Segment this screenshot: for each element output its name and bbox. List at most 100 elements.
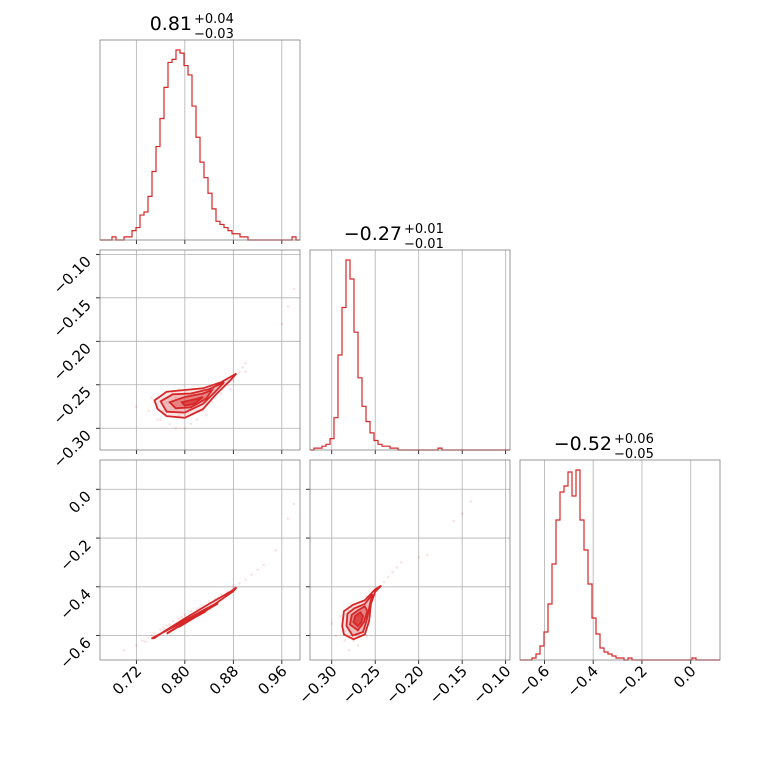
scatter-point xyxy=(339,614,342,618)
scatter-point xyxy=(256,568,259,572)
pair-1-2-frame xyxy=(309,459,511,661)
scatter-point xyxy=(195,418,199,421)
scatter-point xyxy=(177,617,181,620)
x-tick-label: −0.25 xyxy=(339,662,384,707)
y-tick-label: −0.15 xyxy=(50,296,95,341)
x-tick-label: −0.6 xyxy=(515,662,553,700)
panel-2-0: 0.72 0.80 0.88 0.96 −0.6 −0.4 −0.2 0.0 xyxy=(56,459,301,698)
x-tick-label: 0.0 xyxy=(670,662,700,692)
title-minus-error-1: −0.01 xyxy=(404,237,444,252)
scatter-point xyxy=(382,580,386,584)
contour-line-0 xyxy=(151,586,238,640)
scatter-point xyxy=(195,607,199,611)
scatter-point xyxy=(262,563,265,567)
scatter-point xyxy=(244,361,247,365)
title-median-1: −0.27 xyxy=(344,223,402,245)
scatter-point xyxy=(292,287,296,291)
y-tick-label: −0.6 xyxy=(56,634,94,672)
scatter-point xyxy=(189,422,193,426)
scatter-point xyxy=(171,619,175,623)
scatter-point xyxy=(426,553,429,557)
scatter-point xyxy=(177,413,181,417)
hist-1-frame xyxy=(309,249,511,451)
y-tick-label: 0.0 xyxy=(65,487,95,517)
scatter-point xyxy=(219,392,223,395)
scatter-point xyxy=(250,573,253,576)
x-tick-label: 0.80 xyxy=(157,662,193,698)
pair-0-1-frame xyxy=(99,249,301,451)
x-tick-label: 0.96 xyxy=(254,662,290,698)
y-tick-label: −0.30 xyxy=(50,426,95,471)
y-tick-label: −0.2 xyxy=(56,536,94,574)
histogram-1-step xyxy=(310,259,510,451)
x-tick-label: −0.20 xyxy=(382,662,427,707)
y-tick-label: −0.10 xyxy=(50,252,95,297)
scatter-point xyxy=(229,387,232,391)
scatter-point xyxy=(232,379,235,382)
scatter-point xyxy=(356,644,360,647)
title-median-2: −0.52 xyxy=(554,433,612,455)
scatter-point xyxy=(244,370,247,374)
x-tick-label: −0.30 xyxy=(295,662,340,707)
scatter-point xyxy=(174,426,178,430)
title-plus-error-0: +0.04 xyxy=(194,12,234,27)
scatter-point xyxy=(147,409,150,413)
scatter-point xyxy=(210,400,214,404)
scatter-point xyxy=(286,305,290,308)
scatter-point xyxy=(156,418,159,421)
x-tick-label: −0.4 xyxy=(564,662,602,700)
hist-2-frame xyxy=(519,459,721,661)
x-tick-label: 0.88 xyxy=(206,662,242,698)
scatter-point xyxy=(189,609,193,613)
scatter-point xyxy=(204,413,208,417)
scatter-point xyxy=(122,648,126,652)
scatter-point xyxy=(168,422,171,426)
scatter-point xyxy=(141,639,144,642)
scatter-point xyxy=(400,561,403,564)
scatter-point xyxy=(280,322,284,326)
scatter-point xyxy=(365,634,368,637)
scatter-point xyxy=(162,626,165,630)
x-tick-label: −0.15 xyxy=(426,662,471,707)
scatter-point xyxy=(219,592,223,596)
scatter-point xyxy=(238,370,241,374)
contour-line-2 xyxy=(349,605,369,632)
x-tick-label: −0.10 xyxy=(469,662,514,707)
scatter-point xyxy=(153,631,156,635)
panel-0-0 xyxy=(99,39,301,244)
scatter-point xyxy=(292,502,296,506)
scatter-point xyxy=(343,639,347,642)
histogram-2-step xyxy=(520,469,720,661)
scatter-point xyxy=(168,623,171,626)
scatter-point xyxy=(469,500,473,503)
scatter-point xyxy=(286,517,290,520)
scatter-point xyxy=(165,400,168,404)
panel-1-0: −0.30−0.25−0.20−0.15−0.10 xyxy=(50,249,301,472)
histogram-0-step xyxy=(100,49,300,241)
contour-line-0 xyxy=(341,584,382,641)
scatter-point xyxy=(159,628,162,631)
scatter-point xyxy=(460,512,464,515)
scatter-point xyxy=(417,556,420,559)
scatter-point xyxy=(232,585,235,589)
pair-0-2-frame xyxy=(99,459,301,661)
hist-0-frame xyxy=(99,39,301,241)
scatter-point xyxy=(159,418,162,421)
scatter-point xyxy=(183,613,187,617)
scatter-point xyxy=(135,644,138,647)
scatter-point xyxy=(183,413,187,417)
scatter-point xyxy=(147,636,150,640)
contour-line-2 xyxy=(168,388,215,410)
scatter-point xyxy=(395,566,399,569)
scatter-point xyxy=(452,519,455,523)
x-tick-label: 0.72 xyxy=(109,662,145,698)
title-plus-error-1: +0.01 xyxy=(404,222,444,237)
scatter-point xyxy=(201,603,205,607)
scatter-point xyxy=(391,570,394,574)
scatter-point xyxy=(330,622,334,625)
y-tick-label: −0.20 xyxy=(50,339,95,384)
scatter-point xyxy=(274,548,278,552)
scatter-point xyxy=(241,366,244,369)
title-minus-error-2: −0.05 xyxy=(614,447,654,462)
